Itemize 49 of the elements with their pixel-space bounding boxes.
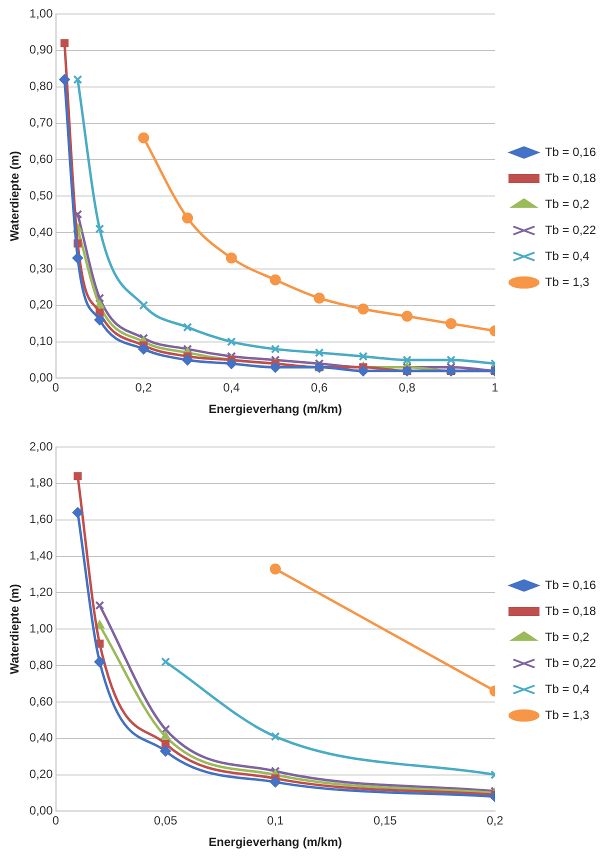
legend-label: Tb = 0,18 [544, 170, 596, 185]
y-tick-label: 0,10 [29, 334, 54, 348]
legend-label: Tb = 0,2 [544, 630, 590, 644]
x-axis-title: Energieverhang (m/km) [208, 835, 342, 850]
y-tick-label: 0,20 [29, 767, 54, 782]
y-tick-label: 0,00 [29, 370, 54, 385]
legend-label: Tb = 0,22 [544, 656, 596, 670]
x-tick-label: 0,4 [223, 380, 240, 395]
x-tick-label: 0,6 [310, 380, 328, 395]
y-tick-label: 0,90 [29, 42, 54, 57]
y-tick-label: 0,00 [29, 804, 54, 818]
y-tick-label: 0,80 [29, 79, 54, 94]
y-tick-label: 1,00 [29, 6, 54, 20]
legend-label: Tb = 1,3 [544, 708, 590, 722]
x-tick-label: 0,8 [398, 380, 416, 395]
y-tick-label: 2,00 [29, 439, 54, 454]
y-tick-label: 0,20 [29, 298, 54, 312]
y-tick-label: 0,60 [29, 694, 54, 708]
legend-label: Tb = 0,4 [544, 682, 590, 696]
legend-label: Tb = 0,4 [544, 248, 590, 263]
x-axis-title: Energieverhang (m/km) [208, 402, 342, 416]
y-tick-label: 1,40 [29, 548, 54, 563]
x-tick-label: 0 [52, 814, 60, 828]
y-tick-label: 0,40 [29, 730, 54, 745]
legend-label: Tb = 0,18 [544, 604, 596, 618]
y-tick-label: 0,40 [29, 224, 54, 239]
x-tick-label: 0,2 [135, 380, 152, 395]
y-axis-title: Waterdiepte (m) [8, 584, 22, 674]
y-tick-label: 1,60 [29, 512, 54, 526]
y-tick-label: 0,50 [29, 188, 54, 202]
y-tick-label: 1,00 [29, 621, 54, 636]
y-tick-label: 0,80 [29, 658, 54, 672]
x-tick-label: 0 [52, 380, 60, 395]
x-tick-label: 0,1 [267, 814, 284, 828]
x-tick-label: 1 [492, 380, 499, 395]
y-tick-label: 0,30 [29, 261, 54, 276]
legend-label: Tb = 0,16 [544, 578, 596, 592]
y-tick-label: 0,70 [29, 116, 54, 130]
legend-label: Tb = 0,22 [544, 222, 596, 237]
y-tick-label: 0,60 [29, 152, 54, 166]
legend-label: Tb = 0,2 [544, 196, 590, 211]
x-tick-label: 0,2 [486, 814, 504, 828]
x-tick-label: 0,15 [373, 814, 398, 828]
y-axis-title: Waterdiepte (m) [8, 150, 22, 242]
y-tick-label: 1,20 [29, 584, 54, 599]
legend-label: Tb = 1,3 [544, 274, 590, 289]
y-tick-label: 1,80 [29, 476, 54, 490]
x-tick-label: 0,05 [154, 814, 178, 828]
legend-label: Tb = 0,16 [544, 144, 596, 159]
